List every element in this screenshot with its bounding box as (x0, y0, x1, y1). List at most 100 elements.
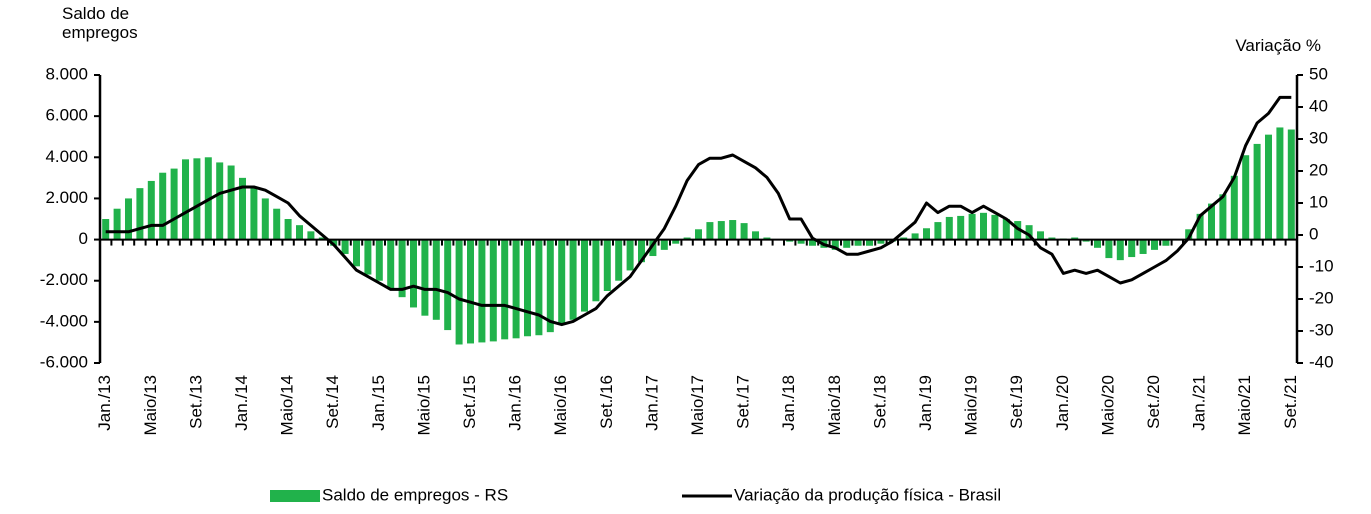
bar (717, 221, 725, 240)
bar (512, 239, 520, 339)
bar (353, 239, 360, 267)
bar (957, 215, 965, 240)
x-tick-label: Jan./21 (1190, 375, 1209, 431)
bar (638, 239, 645, 263)
bar (296, 225, 303, 240)
x-tick-label: Set./13 (186, 375, 205, 429)
bar (432, 239, 440, 320)
y2-axis-title: Variação % (1235, 36, 1321, 55)
bar (182, 159, 189, 240)
bar (261, 198, 269, 240)
x-tick-label: Maio/19 (962, 375, 981, 435)
bar (695, 229, 702, 240)
x-tick-label: Jan./20 (1053, 375, 1072, 431)
y-tick-label: -6.000 (40, 352, 88, 371)
bar (831, 239, 839, 250)
bar (136, 188, 144, 240)
bar (1185, 229, 1193, 240)
x-tick-label: Maio/15 (414, 375, 433, 435)
bar (102, 219, 110, 240)
bar (239, 177, 246, 240)
y-tick-label: 8.000 (45, 64, 88, 83)
bar (660, 239, 668, 250)
y2-tick-label: 50 (1309, 64, 1328, 83)
bar (387, 239, 395, 289)
x-tick-label: Maio/17 (688, 375, 707, 435)
bar (934, 222, 942, 240)
bar (273, 208, 281, 240)
bar (375, 239, 383, 281)
bar (1082, 239, 1090, 242)
bar (1094, 239, 1101, 248)
x-tick-label: Jan./15 (369, 375, 388, 431)
bar (1219, 194, 1227, 240)
bar (1002, 219, 1010, 240)
bar (1196, 213, 1204, 240)
y-tick-label: 2.000 (45, 188, 88, 207)
x-tick-label: Jan./17 (642, 375, 661, 431)
bar (216, 162, 224, 240)
y2-tick-label: 0 (1309, 224, 1318, 243)
x-tick-label: Jan./13 (95, 375, 114, 431)
bar (991, 214, 999, 240)
bar (672, 239, 680, 244)
bar (558, 239, 566, 324)
bar (1287, 129, 1295, 240)
bar (159, 172, 167, 240)
bar (147, 180, 155, 240)
bar (421, 239, 429, 316)
line (105, 95, 1292, 327)
bar (1162, 239, 1170, 246)
bar (1048, 237, 1056, 240)
y-tick-label: 6.000 (45, 106, 88, 125)
y-tick-label: 0 (79, 229, 88, 248)
legend-swatch (270, 490, 320, 502)
bar (752, 231, 759, 240)
bar (980, 212, 987, 240)
bar (307, 231, 315, 240)
x-tick-label: Set./14 (323, 375, 342, 429)
bar (866, 239, 873, 246)
x-tick-label: Set./15 (460, 375, 479, 429)
bar (455, 239, 463, 345)
bar (706, 222, 714, 240)
bar (1025, 225, 1033, 240)
bar (1208, 203, 1215, 240)
bar (1151, 239, 1158, 250)
bar (911, 233, 919, 240)
bar (467, 239, 474, 344)
x-tick-label: Set./16 (597, 375, 616, 429)
y-axis-title: Saldo de empregos (62, 4, 138, 42)
bar (444, 239, 452, 331)
x-tick-label: Jan./19 (916, 375, 935, 431)
bar (113, 208, 121, 240)
bar (797, 239, 805, 244)
bar (626, 239, 634, 271)
bar (193, 158, 201, 240)
x-tick-label: Set./20 (1144, 375, 1163, 429)
x-tick-label: Jan./14 (232, 375, 251, 431)
y2-tick-label: 30 (1309, 128, 1328, 147)
x-tick-label: Maio/20 (1098, 375, 1117, 435)
bar (581, 239, 588, 312)
y2-tick-label: 10 (1309, 192, 1328, 211)
bar (1230, 175, 1238, 240)
legend-label: Saldo de empregos - RS (322, 485, 508, 504)
bar (1242, 155, 1250, 240)
bar (1253, 143, 1261, 240)
bar (1037, 231, 1044, 240)
bar (501, 239, 509, 340)
bar (284, 219, 292, 240)
bar (809, 239, 816, 246)
bar (945, 216, 953, 240)
y2-tick-label: -30 (1309, 320, 1334, 339)
bar (1071, 237, 1079, 240)
x-tick-label: Jan./18 (779, 375, 798, 431)
bar (603, 239, 611, 291)
bar (683, 237, 691, 240)
y-tick-label: -4.000 (40, 311, 88, 330)
bar (1105, 239, 1113, 259)
bar (398, 239, 406, 298)
x-tick-label: Set./17 (734, 375, 753, 429)
bar (900, 237, 908, 240)
